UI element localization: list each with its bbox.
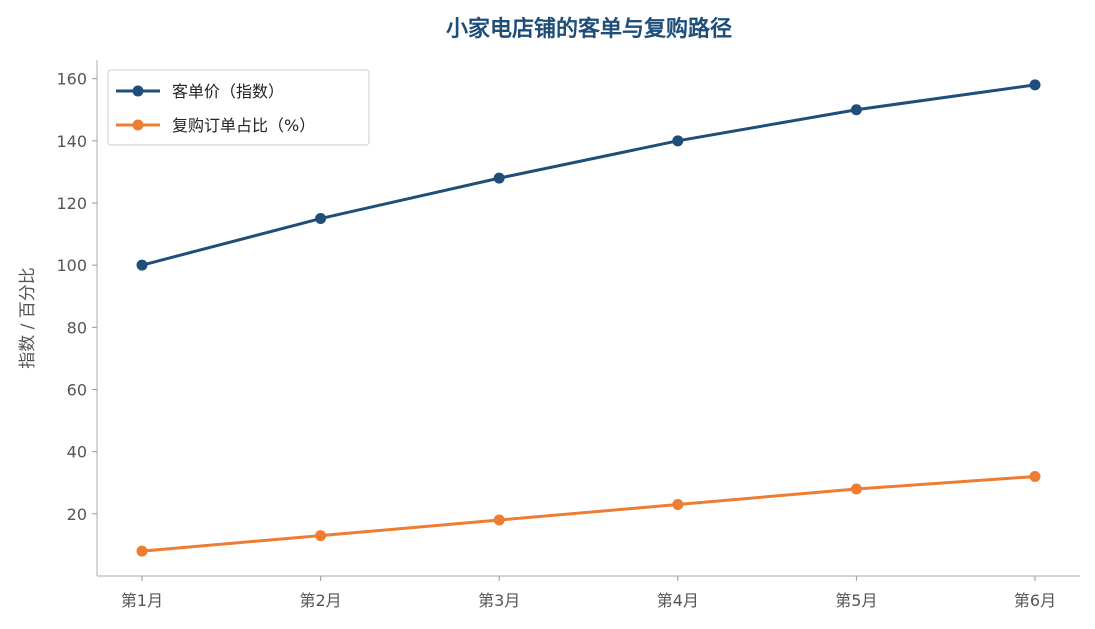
- y-tick-label: 120: [56, 194, 87, 213]
- series-line-2: [140, 475, 1037, 553]
- data-point: [315, 213, 327, 225]
- legend-label: 复购订单占比（%）: [172, 116, 315, 135]
- y-tick-label: 80: [67, 318, 87, 337]
- data-point: [672, 135, 684, 147]
- data-point: [850, 104, 862, 116]
- x-tick-label: 第2月: [300, 591, 342, 610]
- y-tick-label: 160: [56, 70, 87, 89]
- x-tick-label: 第5月: [835, 591, 877, 610]
- legend-items: 客单价（指数） 复购订单占比（%）: [116, 82, 315, 135]
- data-point: [136, 259, 148, 271]
- legend-box: [107, 69, 370, 146]
- data-point: [315, 530, 327, 542]
- data-point: [493, 172, 505, 184]
- y-tick-label: 140: [56, 132, 87, 151]
- legend-label: 客单价（指数）: [172, 82, 284, 101]
- x-ticks: 第1月 第2月 第3月 第4月 第5月 第6月: [121, 576, 1056, 610]
- data-point: [1029, 79, 1041, 91]
- series-layer: [136, 79, 1041, 557]
- x-tick-label: 第3月: [478, 591, 520, 610]
- data-point: [493, 514, 505, 526]
- data-point: [1029, 471, 1041, 483]
- legend: 客单价（指数） 复购订单占比（%）: [107, 69, 370, 146]
- x-tick-label: 第1月: [121, 591, 163, 610]
- plot-area: 20 40 60 80 100 120 140 160 第1月 第2月 第3月 第4月 第5月 第6月: [56, 60, 1080, 610]
- data-point: [136, 545, 148, 557]
- y-tick-label: 40: [67, 443, 87, 462]
- x-tick-label: 第6月: [1014, 591, 1056, 610]
- x-tick-label: 第4月: [657, 591, 699, 610]
- y-tick-label: 20: [67, 505, 87, 524]
- y-axis-label: 指数 / 百分比: [18, 267, 38, 369]
- data-point: [672, 499, 684, 511]
- y-tick-label: 100: [56, 256, 87, 275]
- y-tick-label: 60: [67, 380, 87, 399]
- chart-title: 小家电店铺的客单与复购路径: [446, 16, 732, 42]
- legend-marker: [132, 85, 144, 97]
- data-point: [850, 483, 862, 495]
- y-ticks: 20 40 60 80 100 120 140 160: [56, 70, 97, 524]
- series-line-1: [140, 83, 1037, 267]
- legend-marker: [132, 119, 144, 131]
